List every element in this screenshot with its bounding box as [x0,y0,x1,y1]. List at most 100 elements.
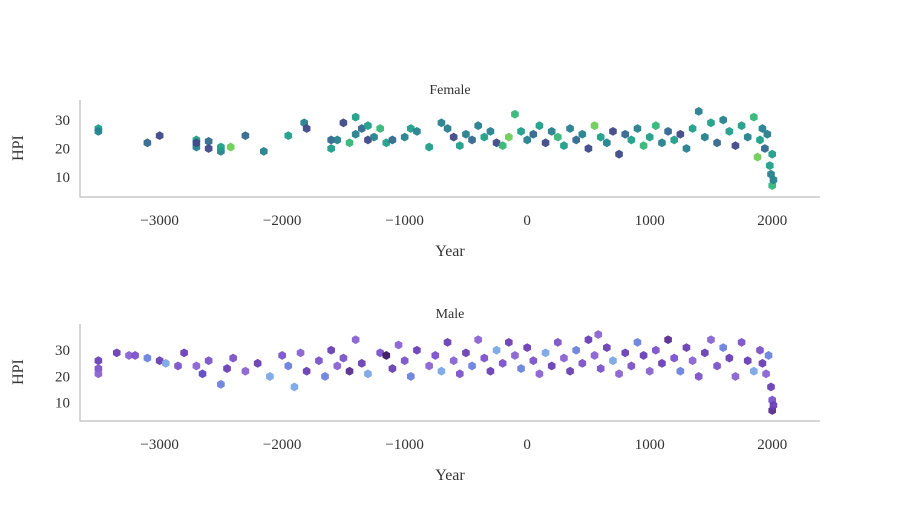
male-point [486,366,495,376]
female-point [511,109,519,119]
female-point [364,135,372,145]
female-x-tick-label: 1000 [635,213,665,229]
male-point [541,348,550,358]
male-point [253,358,262,368]
male-point [364,369,372,379]
male-point [455,369,464,379]
male-point [492,345,501,355]
male-point [112,348,121,358]
male-point [764,351,773,360]
male-point [498,358,507,368]
female-point [284,131,293,141]
female-x-tick-label: 0 [523,213,531,229]
female-point [694,107,703,116]
male-point [603,343,611,352]
male-point [535,369,544,379]
male-point [462,348,470,358]
female-point [327,144,335,153]
female-point [765,161,774,171]
male-x-tick-label: 0 [523,437,531,453]
female-point [633,124,642,133]
male-point [161,358,170,368]
male-point [547,361,556,371]
female-point [327,135,335,145]
male-point [376,348,384,358]
female-point [498,141,507,151]
male-point [266,372,274,381]
female-panel-title: Female [429,83,470,98]
female-y-tick-label: 10 [55,170,70,186]
female-point [768,149,777,159]
female-point [259,146,268,156]
female-point [523,135,531,145]
male-point [756,345,764,355]
male-point [750,366,758,376]
male-point [321,372,329,381]
female-point [688,124,697,133]
female-point [753,152,762,162]
female-point [192,138,201,148]
male-point [682,343,691,352]
female-x-tick-label: −1000 [385,213,423,229]
female-point [645,132,654,142]
male-point [560,353,568,363]
female-point [241,131,250,141]
male-point [707,335,715,345]
male-point [278,351,286,360]
male-point [351,335,360,345]
male-x-axis-label: Year [435,467,465,484]
male-point [400,356,409,366]
male-point [529,356,538,366]
male-point [302,366,311,376]
female-point [737,121,746,131]
male-point [664,335,672,345]
male-panel: Male 10 20 30 −3000 −2000 −1000 0 1000 2000 Yea… [10,307,820,484]
male-point [474,335,482,345]
male-point [315,356,323,366]
female-point [364,121,372,131]
female-point [554,132,562,142]
male-point [578,358,587,368]
male-point [676,366,685,376]
female-point [763,129,772,139]
male-point [554,337,562,347]
male-point [284,361,293,371]
female-point [226,142,235,152]
male-point [713,361,721,371]
male-point [590,351,599,360]
male-point [743,356,752,366]
male-y-tick-label: 20 [55,369,70,385]
male-point [180,348,188,358]
female-point [486,126,495,136]
female-point [743,132,752,142]
male-point [737,337,746,347]
male-point [694,372,703,381]
female-y-tick-label: 30 [55,113,70,129]
female-point [400,132,409,142]
female-point [621,129,630,139]
male-y-tick-label: 30 [55,343,70,359]
male-point [431,351,440,360]
female-point [204,144,213,153]
female-point [351,112,360,122]
male-point [505,337,513,347]
male-point [229,353,237,363]
male-point [204,356,213,366]
male-point [767,382,775,392]
male-x-tick-label: −1000 [385,437,423,453]
male-point [443,337,452,347]
male-point [437,366,446,376]
male-y-axis-label: HPI [10,359,27,385]
male-point [413,345,421,355]
female-point [535,121,544,131]
male-point [688,356,697,366]
female-point [455,141,464,151]
female-point [376,124,384,133]
male-point [357,358,366,368]
male-point [596,364,605,373]
female-point [603,138,611,148]
female-point [425,142,433,152]
male-y-tick-label: 10 [55,396,70,412]
female-point [345,138,354,148]
female-y-axis-label: HPI [10,135,27,161]
